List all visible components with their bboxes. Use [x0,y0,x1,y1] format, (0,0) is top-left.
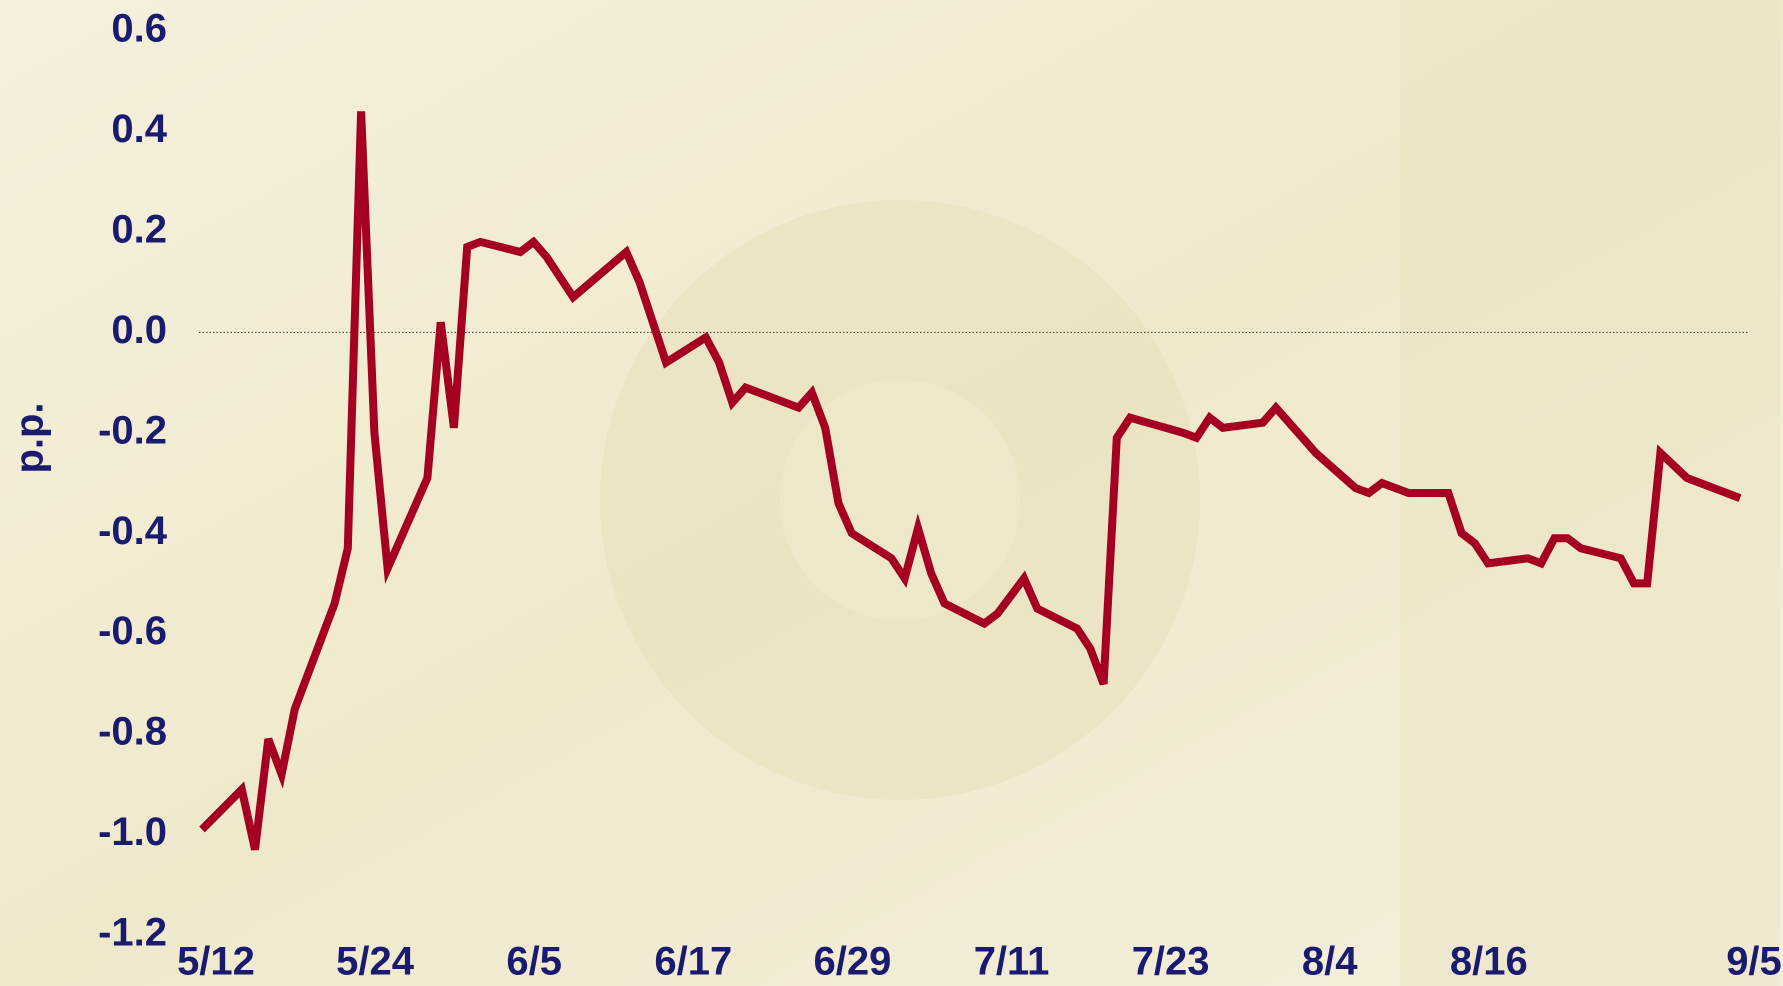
x-tick-label: 6/5 [506,940,562,984]
y-tick-label: 0.2 [111,207,167,251]
y-tick-label: -0.4 [98,509,168,553]
y-tick-label: -1.0 [98,810,167,854]
y-tick-label: -0.2 [98,408,167,452]
x-tick-label: 6/29 [813,940,891,984]
y-axis-label: p.p. [8,402,52,473]
x-tick-label: 8/16 [1450,940,1528,984]
x-tick-label: 6/17 [654,940,732,984]
chart: p.p. -1.2 -1.0 -0.8 -0.6 -0.4 -0.2 0.0 0.2 0.4 0.… [0,0,1783,986]
y-tick-label: 0.6 [111,7,167,51]
y-tick-label: -0.6 [98,609,167,653]
x-tick-label: 7/23 [1132,940,1210,984]
x-tick-label: 5/24 [336,940,415,984]
y-tick-label: 0.0 [111,308,167,352]
page: p.p. -1.2 -1.0 -0.8 -0.6 -0.4 -0.2 0.0 0.2 0.4 0.… [0,0,1783,986]
x-tick-label: 7/11 [974,940,1050,984]
y-tick-label: 0.4 [111,107,167,151]
x-tick-label: 9/5 [1726,940,1782,984]
x-tick-label: 8/4 [1302,940,1358,984]
x-tick-label: 5/12 [177,940,255,984]
background-seal-inner [780,380,1020,620]
y-tick-label: -1.2 [98,911,167,955]
y-tick-label: -0.8 [98,710,167,754]
